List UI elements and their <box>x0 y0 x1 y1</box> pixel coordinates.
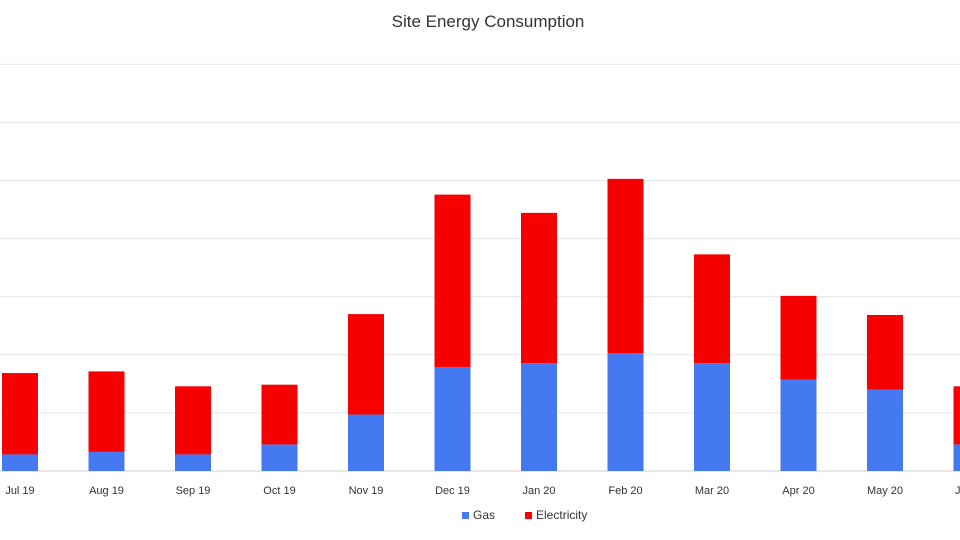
bar-gas-nov-19 <box>348 414 384 471</box>
bars <box>2 178 960 471</box>
x-tick-label: Nov 19 <box>349 485 384 497</box>
x-tick-label: Aug 19 <box>89 485 124 497</box>
legend-item-electricity: Electricity <box>525 508 587 522</box>
bar-electricity-dec-19 <box>434 194 471 368</box>
bar-gas-may-20 <box>867 389 903 471</box>
legend: Gas Electricity <box>462 508 587 522</box>
x-tick-label: Jan 20 <box>522 485 555 497</box>
legend-swatch-gas <box>462 511 469 519</box>
bar-gas-jun-20 <box>953 444 960 471</box>
bar-gas-feb-20 <box>607 353 644 471</box>
bar-gas-jul-19 <box>2 454 38 471</box>
x-tick-label: May 20 <box>867 485 903 497</box>
bar-electricity-aug-19 <box>88 371 125 452</box>
bar-electricity-jul-19 <box>2 373 38 455</box>
bar-electricity-may-20 <box>867 314 903 390</box>
x-tick-labels: Jul 19 Aug 19 Sep 19 Oct 19 Nov 19 Dec 19 Jan … <box>5 485 960 497</box>
legend-label-electricity: Electricity <box>536 508 588 522</box>
bar-electricity-jan-20 <box>521 212 557 364</box>
bar-electricity-feb-20 <box>607 178 644 354</box>
x-tick-label: Jun 20 <box>955 485 960 497</box>
x-tick-label: Jul 19 <box>5 485 34 497</box>
bar-electricity-mar-20 <box>694 254 730 364</box>
legend-label-gas: Gas <box>473 508 496 522</box>
x-tick-label: Mar 20 <box>695 485 729 497</box>
bar-gas-aug-19 <box>88 451 125 471</box>
x-tick-label: Apr 20 <box>782 485 814 497</box>
bar-gas-sep-19 <box>175 454 211 471</box>
bar-gas-jan-20 <box>521 363 557 471</box>
x-tick-label: Oct 19 <box>263 485 295 497</box>
bar-gas-oct-19 <box>261 444 298 471</box>
bar-gas-apr-20 <box>780 379 817 471</box>
bar-gas-dec-19 <box>434 367 471 471</box>
x-tick-label: Feb 20 <box>608 485 642 497</box>
chart-title: Site Energy Consumption <box>391 12 585 31</box>
legend-item-gas: Gas <box>462 508 495 522</box>
bar-electricity-apr-20 <box>780 295 817 380</box>
bar-gas-mar-20 <box>694 363 730 471</box>
bar-electricity-oct-19 <box>261 384 298 445</box>
bar-electricity-nov-19 <box>348 314 384 415</box>
bar-electricity-jun-20 <box>953 386 960 445</box>
x-tick-label: Dec 19 <box>435 485 470 497</box>
x-tick-label: Sep 19 <box>176 485 211 497</box>
bar-electricity-sep-19 <box>175 386 211 455</box>
legend-swatch-electricity <box>525 511 533 519</box>
